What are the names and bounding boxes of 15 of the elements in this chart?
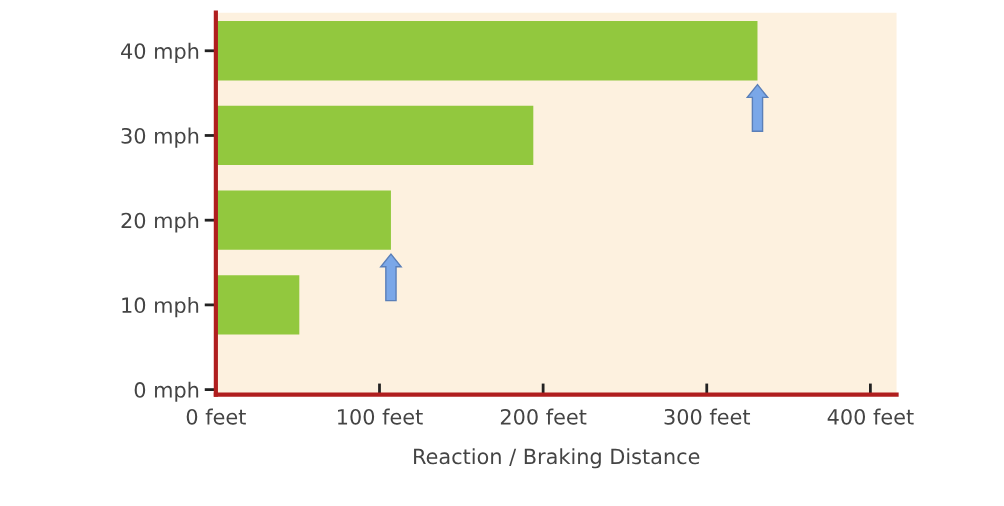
x-tick-label: 400 feet bbox=[827, 408, 914, 425]
x-tick-label: 300 feet bbox=[664, 408, 751, 425]
x-tick-label: 0 feet bbox=[186, 408, 246, 425]
x-tick-label: 200 feet bbox=[500, 408, 587, 425]
y-tick-label: 0 mph bbox=[134, 381, 199, 402]
bar bbox=[215, 105, 534, 166]
y-tick-label: 30 mph bbox=[121, 127, 199, 148]
y-tick-label: 40 mph bbox=[121, 42, 199, 64]
y-tick-label: 20 mph bbox=[121, 212, 199, 233]
bar bbox=[215, 21, 758, 81]
x-tick-label: 100 feet bbox=[338, 408, 423, 425]
bar bbox=[215, 275, 300, 335]
x-axis-title: Reaction / Braking Distance bbox=[414, 448, 700, 469]
bar bbox=[215, 190, 391, 250]
y-tick-label: 10 mph bbox=[122, 296, 199, 318]
